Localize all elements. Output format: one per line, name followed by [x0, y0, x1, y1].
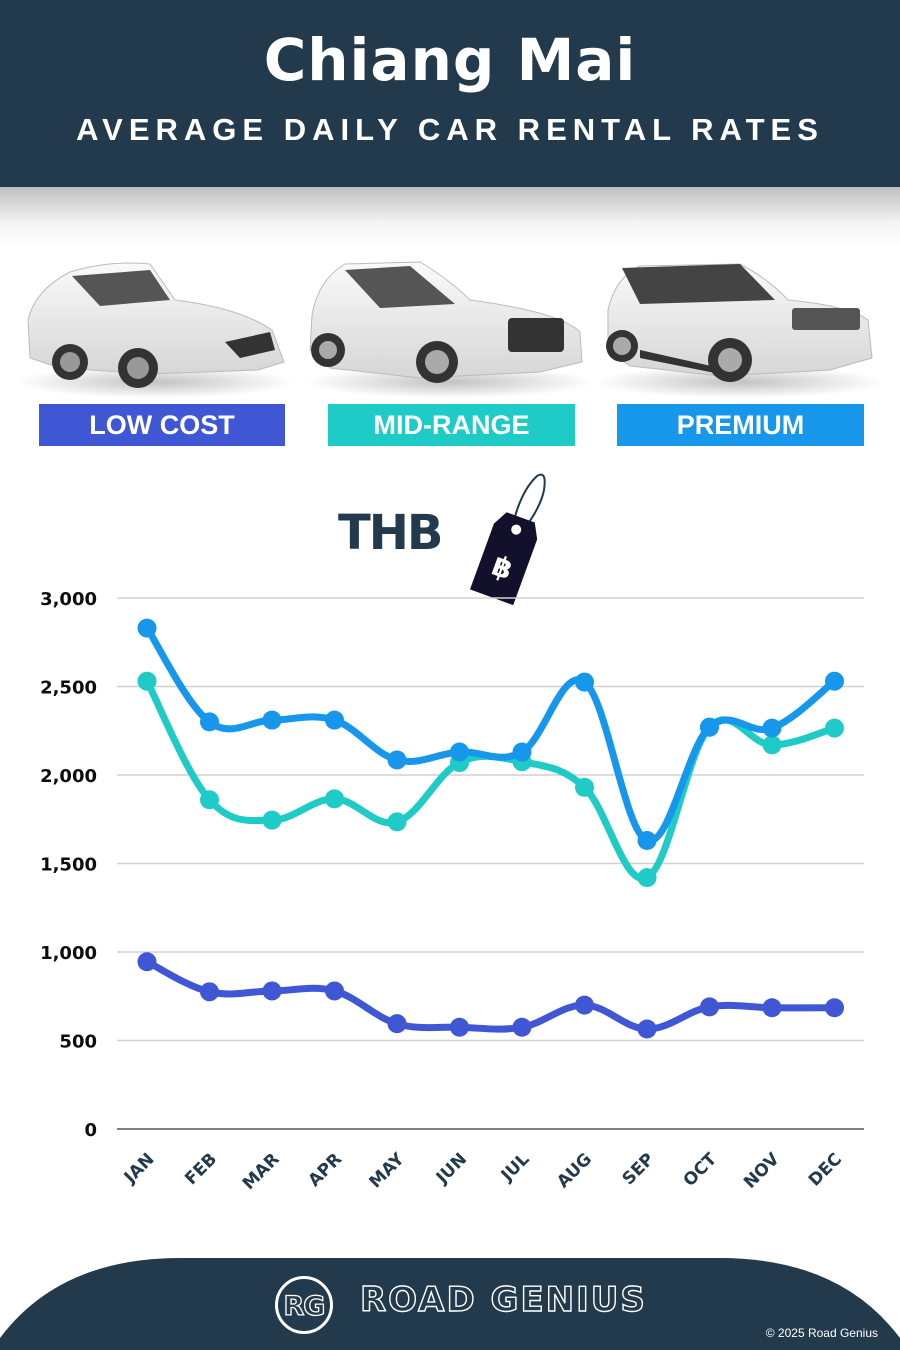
x-tick-label: FEB: [181, 1149, 221, 1189]
copyright-text: © 2025 Road Genius: [765, 1326, 878, 1340]
data-point: [762, 718, 782, 738]
data-point: [512, 1017, 532, 1037]
x-tick-label: AUG: [553, 1149, 596, 1192]
x-tick-label: JUL: [497, 1149, 534, 1186]
y-tick-label: 0: [84, 1120, 97, 1141]
data-point: [325, 981, 344, 1001]
data-point: [450, 1017, 469, 1037]
low-cost-car-icon: [15, 262, 295, 398]
data-point: [700, 997, 719, 1017]
data-point: [262, 810, 282, 830]
data-point: [825, 718, 844, 738]
series-line-mid-range: [143, 677, 838, 883]
data-point: [200, 982, 219, 1002]
data-point: [325, 710, 344, 730]
data-point: [387, 1014, 407, 1034]
x-tick-label: NOV: [740, 1149, 784, 1193]
y-tick-label: 2,000: [40, 766, 97, 787]
data-point: [637, 868, 657, 888]
data-point: [200, 790, 219, 810]
x-tick-label: JUN: [432, 1149, 471, 1188]
page-subtitle: AVERAGE DAILY CAR RENTAL RATES: [76, 112, 824, 147]
data-point: [262, 981, 282, 1001]
data-point: [512, 742, 532, 762]
data-point: [137, 952, 157, 972]
x-tick-label: JAN: [120, 1149, 159, 1188]
premium-car-icon: [595, 263, 885, 398]
brand-name: ROAD GENIUS: [359, 1279, 647, 1320]
data-point: [325, 789, 344, 809]
data-point: [575, 777, 594, 797]
data-point: [575, 672, 594, 692]
data-point: [637, 1019, 657, 1039]
series-line-premium: [143, 624, 838, 845]
car-illustrations: [15, 261, 885, 398]
data-point: [575, 995, 594, 1015]
data-point: [137, 671, 157, 691]
x-tick-label: MAR: [239, 1149, 284, 1194]
x-tick-label: DEC: [805, 1149, 846, 1190]
y-tick-label: 500: [59, 1032, 97, 1053]
logo-mark-text: RG: [283, 1290, 326, 1322]
data-point: [762, 998, 782, 1018]
data-point: [200, 712, 219, 732]
data-point: [700, 717, 719, 737]
y-tick-label: 1,000: [40, 943, 97, 964]
x-tick-label: OCT: [680, 1149, 722, 1191]
header-shadow: [0, 187, 900, 247]
data-point: [137, 618, 157, 638]
data-point: [450, 742, 469, 762]
data-point: [825, 998, 844, 1018]
y-tick-label: 1,500: [40, 855, 97, 876]
y-tick-label: 2,500: [40, 678, 97, 699]
road-genius-logo-mark: RG: [275, 1276, 333, 1334]
data-point: [387, 812, 407, 832]
rental-rate-line-chart: 0 500 1,000 1,500 2,000 2,500 3,000 JAN FEB MAR AP…: [40, 589, 864, 1194]
category-badge-mid-range: MID-RANGE: [328, 404, 575, 446]
page-title: Chiang Mai: [263, 26, 637, 94]
data-point: [825, 671, 844, 691]
data-point: [262, 710, 282, 730]
data-point: [387, 750, 407, 770]
currency-label: THB: [338, 505, 443, 561]
x-tick-label: MAY: [366, 1149, 409, 1192]
y-tick-label: 3,000: [40, 589, 97, 610]
x-tick-label: SEP: [619, 1149, 659, 1189]
data-point: [637, 830, 657, 850]
price-tag-icon: ฿: [469, 473, 546, 606]
series-line-low-cost: [143, 958, 838, 1033]
x-tick-label: APR: [305, 1149, 347, 1191]
mid-range-car-icon: [305, 261, 595, 398]
category-badge-premium: PREMIUM: [617, 404, 864, 446]
data-point: [762, 735, 782, 755]
footer-banner: [0, 1258, 900, 1350]
category-badge-low-cost: LOW COST: [39, 404, 285, 446]
header-banner: Chiang Mai AVERAGE DAILY CAR RENTAL RATE…: [0, 0, 900, 187]
